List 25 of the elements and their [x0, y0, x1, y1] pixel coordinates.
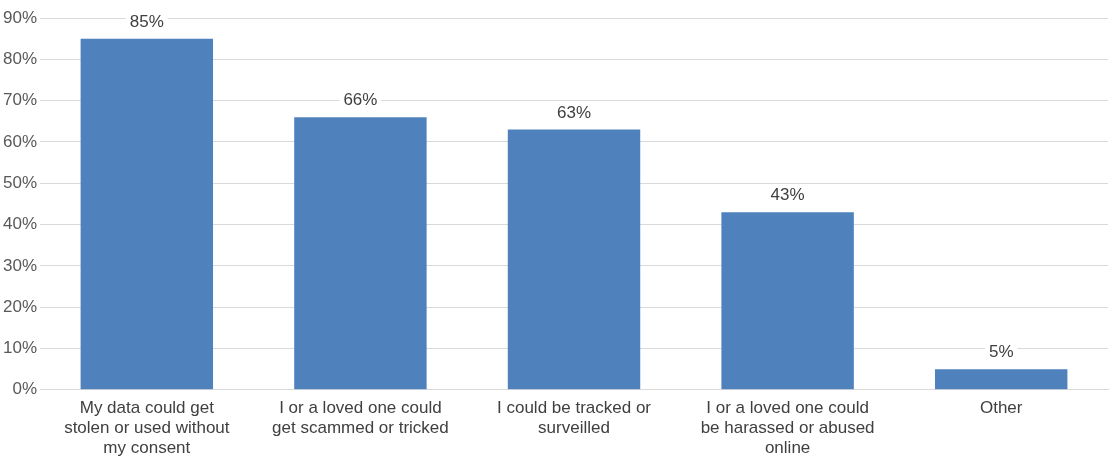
x-tick-label: Other — [979, 397, 1023, 417]
x-tick-label: I could be tracked or surveilled — [497, 397, 652, 438]
y-tick-label: 90% — [2, 7, 38, 27]
y-tick-label: 20% — [2, 296, 38, 316]
bar — [934, 369, 1068, 390]
x-tick-label: I or a loved one could be harassed or abused online — [700, 397, 875, 458]
data-label: 5% — [988, 342, 1014, 362]
y-tick-label: 30% — [2, 255, 38, 275]
y-tick-label: 40% — [2, 214, 38, 234]
bar — [721, 212, 854, 390]
y-tick-label: 70% — [2, 90, 38, 110]
y-tick-label: 0% — [12, 379, 38, 399]
data-label: 66% — [343, 90, 378, 110]
y-tick-label: 80% — [2, 49, 38, 68]
y-tick-label: 60% — [2, 131, 38, 151]
data-label: 43% — [770, 185, 805, 205]
bar — [80, 38, 214, 390]
data-label: 63% — [557, 102, 592, 122]
x-tick-label: My data could get stolen or used without my consent — [64, 397, 230, 458]
y-tick-label: 10% — [2, 338, 38, 358]
x-tick-label: I or a loved one could get scammed or tricked — [272, 397, 449, 438]
bar — [507, 129, 641, 390]
bar — [294, 117, 427, 390]
data-label: 85% — [129, 11, 164, 31]
y-tick-label: 50% — [2, 172, 38, 192]
